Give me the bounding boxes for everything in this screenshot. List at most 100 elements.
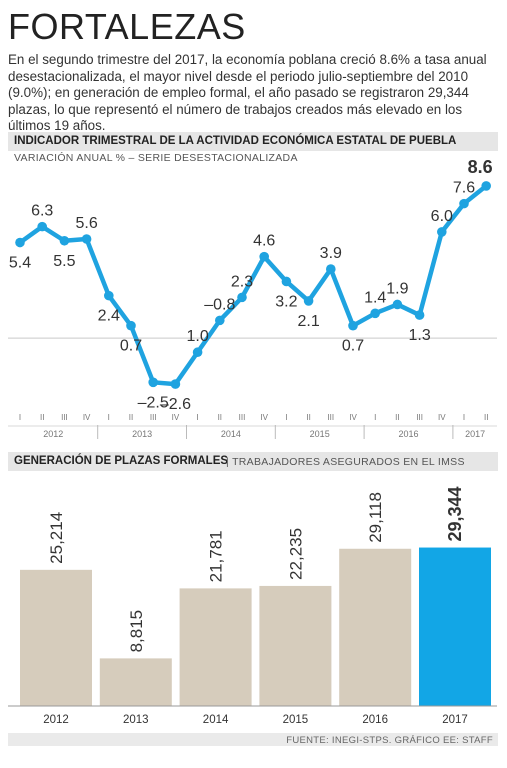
bar-value-label: 22,235 [286, 528, 305, 580]
quarter-tick-label: IV [438, 413, 446, 422]
data-point [59, 235, 70, 246]
category-tick-label: 2017 [442, 714, 468, 726]
bar [419, 547, 491, 706]
data-label: 5.5 [53, 253, 75, 270]
quarter-tick-label: IV [83, 413, 91, 422]
category-tick-label: 2014 [203, 714, 229, 726]
bar-chart-header-bar [8, 452, 498, 471]
category-tick-label: 2012 [43, 714, 69, 726]
data-point [148, 377, 158, 388]
data-label: 8.6 [468, 160, 493, 177]
quarter-tick-label: II [129, 413, 133, 422]
data-point [259, 251, 270, 262]
data-label: 3.2 [275, 293, 297, 310]
year-tick-label: 2013 [132, 429, 152, 439]
bar-chart-subtitle-text: TRABAJADORES ASEGURADOS EN EL IMSS [232, 456, 465, 468]
bar-value-label: 29,344 [445, 486, 465, 541]
bar-chart-title: GENERACIÓN DE PLAZAS FORMALES [14, 455, 229, 467]
data-label: 0.7 [342, 338, 364, 355]
quarter-tick-label: III [150, 413, 157, 422]
data-label: 1.9 [386, 280, 408, 297]
data-point [459, 198, 469, 209]
data-point [215, 315, 225, 326]
quarter-tick-label: II [484, 413, 488, 422]
quarter-tick-label: III [239, 413, 246, 422]
data-label: 4.6 [253, 233, 275, 250]
quarter-tick-label: IV [349, 413, 357, 422]
data-point [348, 320, 358, 331]
bar [259, 585, 332, 706]
data-label: –2.5 [138, 394, 169, 411]
bar [339, 548, 412, 706]
data-label: 1.0 [186, 328, 208, 345]
category-tick-label: 2016 [362, 714, 388, 726]
data-label: 3.9 [320, 245, 342, 262]
bar [99, 658, 172, 706]
quarter-tick-label: III [327, 413, 334, 422]
data-label: 5.6 [75, 215, 97, 232]
year-tick-label: 2012 [43, 429, 63, 439]
quarter-tick-label: II [306, 413, 310, 422]
data-label: 6.3 [31, 203, 53, 220]
data-point [481, 181, 492, 191]
data-point [192, 347, 203, 358]
data-label: 7.6 [453, 180, 475, 197]
line-chart: 5.46.35.55.62.40.7–2.5–2.61.0–0.82.34.63… [8, 160, 497, 439]
page-title: FORTALEZAS [8, 6, 246, 47]
data-label: –2.6 [160, 396, 191, 413]
data-label: 1.3 [408, 327, 430, 344]
bar-chart-subtitle: | TRABAJADORES ASEGURADOS EN EL IMSS [226, 456, 465, 468]
data-label: 2.4 [98, 308, 120, 325]
data-point [126, 320, 136, 331]
data-label: 0.7 [120, 338, 142, 355]
year-tick-label: 2017 [465, 429, 485, 439]
quarter-tick-label: III [416, 413, 423, 422]
series-line [17, 183, 489, 387]
data-point [281, 276, 292, 287]
data-label: 5.4 [9, 255, 31, 272]
intro-text: En el segundo trimestre del 2017, la eco… [8, 52, 487, 133]
bar [20, 569, 92, 706]
bar-value-label: 25,214 [47, 512, 66, 564]
line-chart-header-bar [8, 132, 498, 151]
category-tick-label: 2013 [123, 714, 149, 726]
bar-chart: 25,214 2012 8,815 2013 21,781 2014 22,235 2015 2… [8, 486, 497, 726]
line-chart-title: INDICADOR TRIMESTRAL DE LA ACTIVIDAD ECO… [14, 135, 457, 147]
year-tick-label: 2016 [398, 429, 418, 439]
data-point [326, 264, 336, 274]
bar-value-label: 8,815 [127, 610, 146, 653]
data-point [15, 237, 25, 248]
quarter-tick-label: II [395, 413, 399, 422]
quarter-tick-label: I [463, 413, 465, 422]
quarter-tick-label: IV [172, 413, 180, 422]
bar [179, 588, 252, 706]
quarter-tick-label: II [40, 413, 44, 422]
year-tick-label: 2014 [221, 429, 241, 439]
data-point [81, 234, 92, 244]
data-label: 2.1 [297, 313, 319, 330]
data-point [370, 308, 381, 319]
quarter-tick-label: I [285, 413, 287, 422]
year-tick-label: 2015 [310, 429, 330, 439]
data-label: –0.8 [204, 296, 235, 313]
source-bar [8, 733, 498, 746]
data-point [392, 299, 403, 310]
data-point [37, 221, 47, 232]
data-label: 1.4 [364, 289, 386, 306]
bar-value-label: 29,118 [366, 492, 385, 543]
data-point [437, 227, 447, 237]
quarter-tick-label: I [374, 413, 376, 422]
quarter-tick-label: IV [260, 413, 268, 422]
quarter-tick-label: II [218, 413, 222, 422]
quarter-tick-label: III [61, 413, 68, 422]
data-point [303, 296, 314, 306]
source-note: FUENTE: INEGI-STPS. GRÁFICO EE: STAFF [286, 735, 493, 746]
quarter-tick-label: I [196, 413, 198, 422]
data-label: 6.0 [431, 208, 453, 225]
quarter-tick-label: I [19, 413, 21, 422]
data-point [237, 292, 247, 303]
data-label: 2.3 [231, 273, 253, 290]
data-point [170, 379, 181, 389]
data-point [104, 290, 114, 301]
category-tick-label: 2015 [283, 714, 309, 726]
